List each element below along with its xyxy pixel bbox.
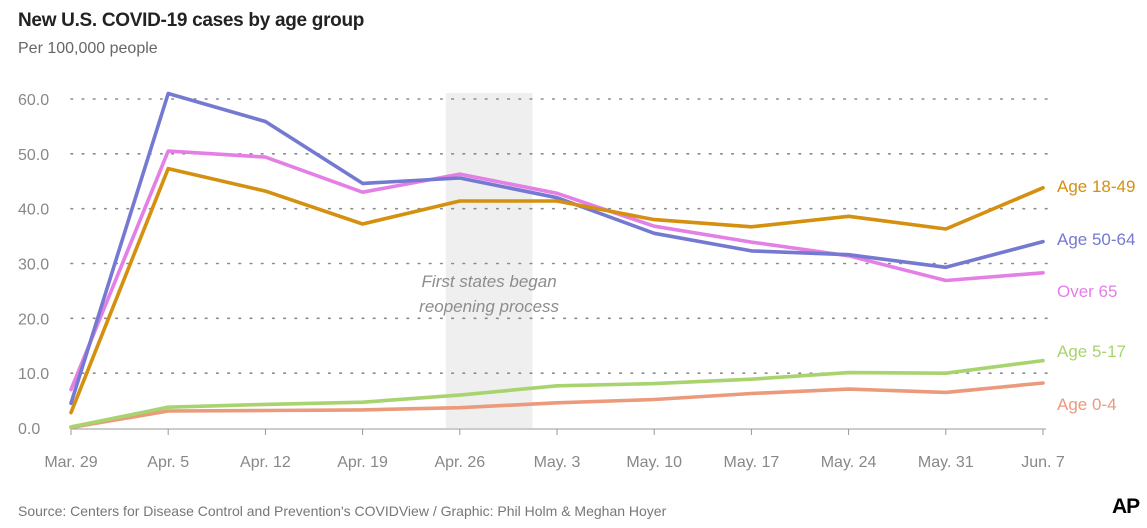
x-tick-label: Apr. 19 [337, 454, 388, 471]
y-tick-label: 60.0 [18, 92, 49, 109]
series-label-age-18-49: Age 18-49 [1057, 177, 1135, 196]
series-label-age-0-4: Age 0-4 [1057, 395, 1117, 414]
x-tick-label: May. 3 [534, 454, 581, 471]
source-note: Source: Centers for Disease Control and … [18, 503, 667, 519]
x-tick-label: May. 17 [724, 454, 780, 471]
y-tick-label: 20.0 [18, 311, 49, 328]
series-line-age-0-4 [69, 381, 1045, 430]
reopening-band [445, 93, 533, 428]
y-tick-label: 50.0 [18, 147, 49, 164]
annotation-text: reopening process [419, 297, 559, 316]
ap-logo: AP [1112, 495, 1140, 518]
series-label-age-50-64: Age 50-64 [1057, 230, 1135, 249]
x-tick-label: Apr. 5 [147, 454, 189, 471]
axis-layer: 0.0 10.0 20.0 30.0 40.0 50.0 60.0 Mar. 29 Apr. 5… [18, 92, 1065, 471]
annotation-layer: First states began reopening process [419, 272, 559, 316]
x-tick-label: Mar. 29 [44, 454, 97, 471]
y-tick-label: 0.0 [18, 421, 40, 438]
x-tick-label: Apr. 12 [240, 454, 291, 471]
series-line-age-18-49 [69, 166, 1045, 415]
series-label-age-5-17: Age 5-17 [1057, 342, 1126, 361]
y-tick-label: 30.0 [18, 257, 49, 274]
series-line-age-5-17 [69, 358, 1045, 429]
annotation-text: First states began [422, 272, 557, 291]
series-line-age-50-64 [69, 91, 1045, 406]
x-tick-label: Jun. 7 [1021, 454, 1065, 471]
x-tick-label: May. 24 [821, 454, 877, 471]
y-tick-label: 40.0 [18, 202, 49, 219]
series-layer [69, 91, 1045, 430]
x-tick-label: May. 10 [626, 454, 682, 471]
legend-layer: Age 18-49 Age 50-64 Over 65 Age 5-17 Age 0-4 [1057, 177, 1135, 414]
chart-subtitle: Per 100,000 people [18, 40, 158, 57]
x-tick-label: May. 31 [918, 454, 974, 471]
series-line-over-65 [69, 149, 1045, 392]
series-label-over-65: Over 65 [1057, 282, 1117, 301]
y-tick-label: 10.0 [18, 366, 49, 383]
shade-layer [445, 93, 533, 428]
grid-layer [70, 98, 1056, 374]
chart-title: New U.S. COVID-19 cases by age group [18, 10, 365, 31]
x-tick-label: Apr. 26 [434, 454, 485, 471]
